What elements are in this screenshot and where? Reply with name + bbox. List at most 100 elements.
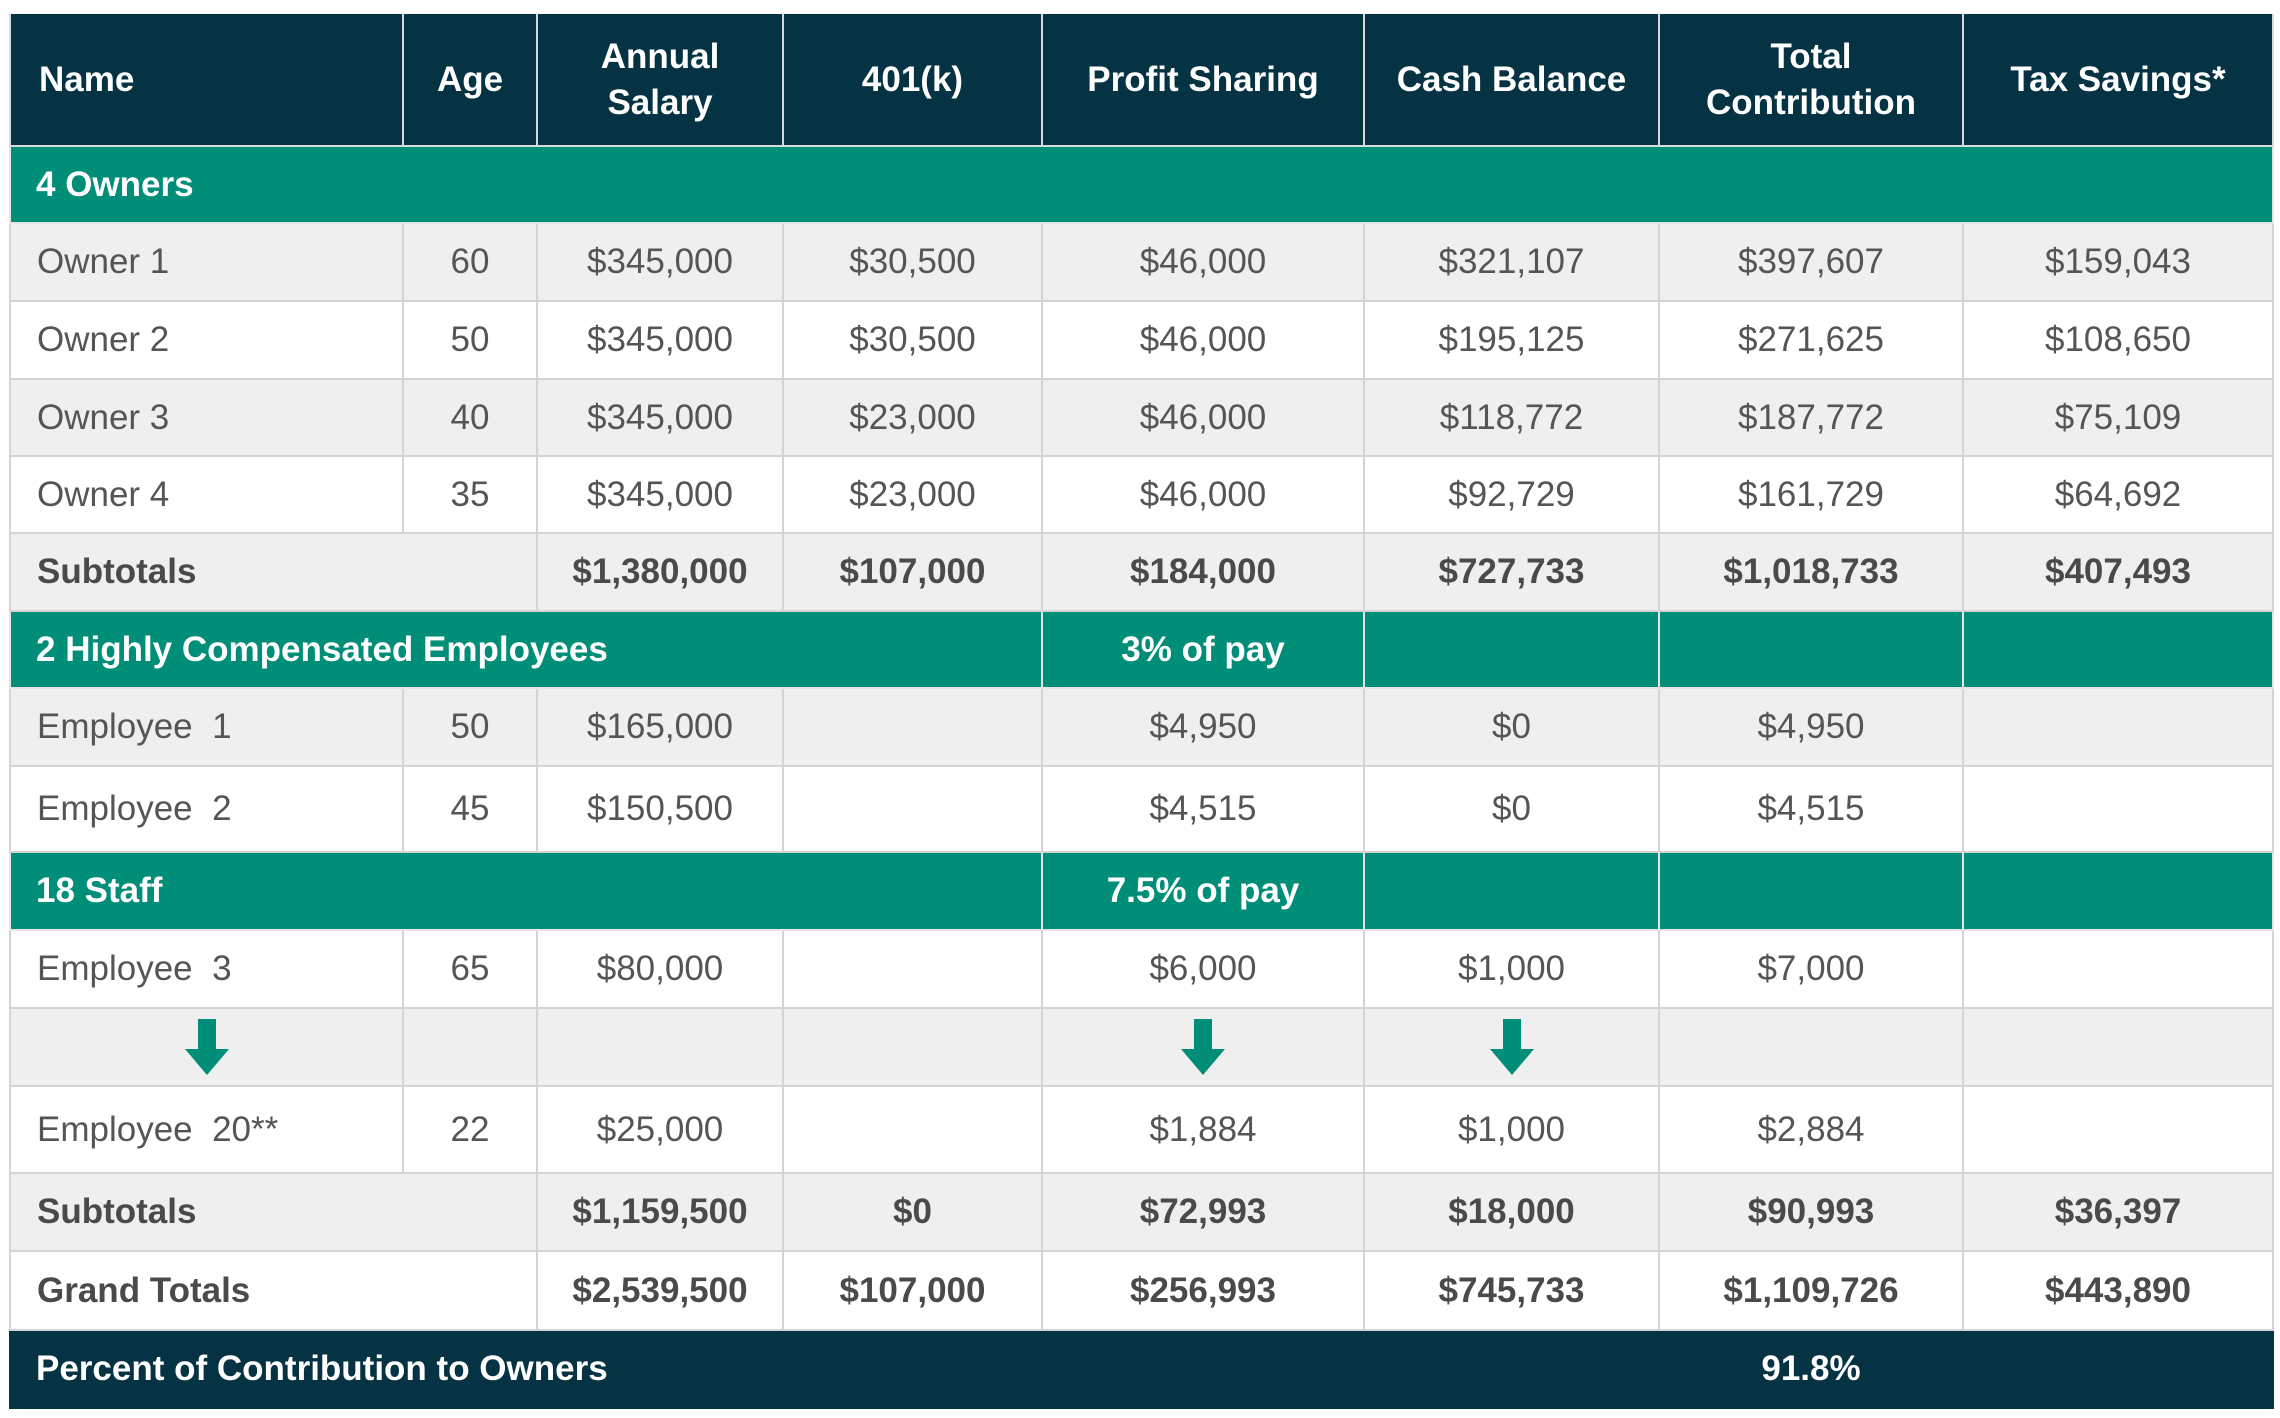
percent-label: Percent of Contribution to Owners xyxy=(9,1329,1660,1409)
cell-total: $7,000 xyxy=(1658,929,1964,1009)
cell-cash-balance: $195,125 xyxy=(1363,300,1660,380)
contribution-table: Name Age Annual Salary 401(k) Profit Sha… xyxy=(9,14,2274,1409)
cell-name: Owner 1 xyxy=(9,222,404,302)
cell-name: Employee 2 xyxy=(9,765,404,853)
cell-tax-savings: $64,692 xyxy=(1962,455,2274,534)
cell-age: 60 xyxy=(402,222,538,302)
cell-salary: $345,000 xyxy=(536,222,784,302)
cell-401k xyxy=(782,687,1043,767)
col-header-profit-sharing: Profit Sharing xyxy=(1041,14,1365,147)
cell-profit-sharing: $46,000 xyxy=(1041,378,1365,457)
group-label: 4 Owners xyxy=(9,145,2274,224)
cell-name: Owner 2 xyxy=(9,300,404,380)
col-header-total-contribution: Total Contribution xyxy=(1658,14,1964,147)
cell-total: $4,950 xyxy=(1658,687,1964,767)
cell-401k: $107,000 xyxy=(782,1250,1043,1331)
cell-profit-sharing: $4,950 xyxy=(1041,687,1365,767)
cell-total: $187,772 xyxy=(1658,378,1964,457)
cell-cash-balance: $118,772 xyxy=(1363,378,1660,457)
cell-profit-sharing: $4,515 xyxy=(1041,765,1365,853)
cell-profit-sharing: $1,884 xyxy=(1041,1085,1365,1174)
subtotal-row-staff: Subtotals $1,159,500 $0 $72,993 $18,000 … xyxy=(9,1172,2274,1252)
empty-cell xyxy=(1658,1007,1964,1087)
cell-profit-sharing: $256,993 xyxy=(1041,1250,1365,1331)
cell-total: $397,607 xyxy=(1658,222,1964,302)
table-row: Employee 1 50 $165,000 $4,950 $0 $4,950 xyxy=(9,687,2274,767)
cell-total: $90,993 xyxy=(1658,1172,1964,1252)
cell-age: 22 xyxy=(402,1085,538,1174)
cell-tax-savings xyxy=(1962,1085,2274,1174)
cell-salary: $2,539,500 xyxy=(536,1250,784,1331)
cell-cash-balance: $1,000 xyxy=(1363,1085,1660,1174)
cell-salary: $1,159,500 xyxy=(536,1172,784,1252)
cell-profit-sharing: $46,000 xyxy=(1041,222,1365,302)
cell-401k xyxy=(782,929,1043,1009)
group-row-hce: 2 Highly Compensated Employees 3% of pay xyxy=(9,610,2274,689)
cell-profit-sharing: $184,000 xyxy=(1041,532,1365,612)
percent-value: 91.8% xyxy=(1658,1329,1964,1409)
cell-cash-balance: $1,000 xyxy=(1363,929,1660,1009)
cell-cash-balance: $92,729 xyxy=(1363,455,1660,534)
subtotal-row-owners: Subtotals $1,380,000 $107,000 $184,000 $… xyxy=(9,532,2274,612)
cell-total: $1,018,733 xyxy=(1658,532,1964,612)
arrow-down-icon xyxy=(1181,1019,1225,1075)
cell-tax-savings: $36,397 xyxy=(1962,1172,2274,1252)
profit-sharing-note: 7.5% of pay xyxy=(1041,851,1365,931)
cell-tax-savings: $443,890 xyxy=(1962,1250,2274,1331)
cell-profit-sharing: $46,000 xyxy=(1041,455,1365,534)
cell-tax-savings: $108,650 xyxy=(1962,300,2274,380)
cell-salary: $345,000 xyxy=(536,300,784,380)
col-header-age: Age xyxy=(402,14,538,147)
cell-age: 45 xyxy=(402,765,538,853)
empty-cell xyxy=(1363,610,1660,689)
table-row: Employee 20** 22 $25,000 $1,884 $1,000 $… xyxy=(9,1085,2274,1174)
profit-sharing-note: 3% of pay xyxy=(1041,610,1365,689)
cell-total: $1,109,726 xyxy=(1658,1250,1964,1331)
cell-401k: $23,000 xyxy=(782,455,1043,534)
cell-name: Employee 3 xyxy=(9,929,404,1009)
cell-cash-balance: $745,733 xyxy=(1363,1250,1660,1331)
cell-tax-savings xyxy=(1962,765,2274,853)
col-header-tax-savings: Tax Savings* xyxy=(1962,14,2274,147)
subtotal-label: Subtotals xyxy=(9,532,537,612)
arrow-cell xyxy=(1041,1007,1365,1087)
table-row: Employee 3 65 $80,000 $6,000 $1,000 $7,0… xyxy=(9,929,2274,1009)
cell-age: 40 xyxy=(402,378,538,457)
group-row-staff: 18 Staff 7.5% of pay xyxy=(9,851,2274,931)
cell-salary: $165,000 xyxy=(536,687,784,767)
percent-owners-row: Percent of Contribution to Owners 91.8% xyxy=(9,1329,2274,1409)
cell-salary: $80,000 xyxy=(536,929,784,1009)
cell-profit-sharing: $46,000 xyxy=(1041,300,1365,380)
subtotal-label: Subtotals xyxy=(9,1172,537,1252)
cell-cash-balance: $18,000 xyxy=(1363,1172,1660,1252)
col-header-401k: 401(k) xyxy=(782,14,1043,147)
cell-age: 35 xyxy=(402,455,538,534)
cell-profit-sharing: $6,000 xyxy=(1041,929,1365,1009)
col-header-cash-balance: Cash Balance xyxy=(1363,14,1660,147)
cell-salary: $345,000 xyxy=(536,378,784,457)
cell-401k: $30,500 xyxy=(782,300,1043,380)
table-row: Owner 4 35 $345,000 $23,000 $46,000 $92,… xyxy=(9,455,2274,534)
cell-salary: $1,380,000 xyxy=(536,532,784,612)
arrow-down-icon xyxy=(1489,1019,1534,1075)
cell-tax-savings: $407,493 xyxy=(1962,532,2274,612)
cell-401k: $30,500 xyxy=(782,222,1043,302)
contribution-table-container: Name Age Annual Salary 401(k) Profit Sha… xyxy=(9,14,2274,1409)
table-row: Owner 3 40 $345,000 $23,000 $46,000 $118… xyxy=(9,378,2274,457)
arrow-down-icon xyxy=(184,1019,229,1075)
table-row: Owner 2 50 $345,000 $30,500 $46,000 $195… xyxy=(9,300,2274,380)
empty-cell xyxy=(1658,851,1964,931)
cell-tax-savings: $75,109 xyxy=(1962,378,2274,457)
cell-name: Employee 20** xyxy=(9,1085,404,1174)
cell-profit-sharing: $72,993 xyxy=(1041,1172,1365,1252)
cell-total: $2,884 xyxy=(1658,1085,1964,1174)
cell-tax-savings xyxy=(1962,929,2274,1009)
empty-cell xyxy=(1962,1329,2274,1409)
cell-total: $4,515 xyxy=(1658,765,1964,853)
empty-cell xyxy=(1363,851,1660,931)
empty-cell xyxy=(1658,610,1964,689)
empty-cell xyxy=(782,1007,1043,1087)
cell-401k: $107,000 xyxy=(782,532,1043,612)
col-header-name: Name xyxy=(9,14,404,147)
cell-401k xyxy=(782,1085,1043,1174)
